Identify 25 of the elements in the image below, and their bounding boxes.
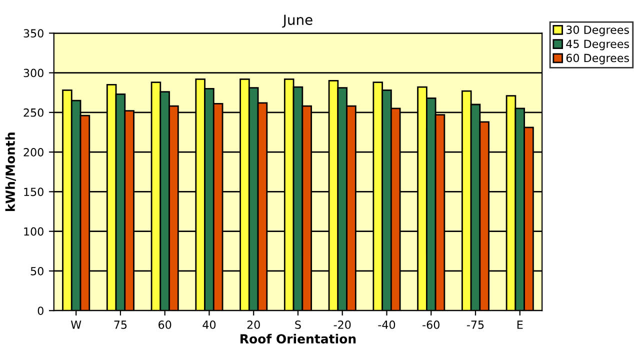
legend-label: 30 Degrees <box>566 26 629 36</box>
y-tick-label: 200 <box>24 148 44 156</box>
legend-label: 60 Degrees <box>566 54 629 64</box>
y-tick-label: 50 <box>30 266 44 276</box>
y-axis-title: kWh/Month <box>5 132 16 212</box>
y-tick-label: 350 <box>24 29 44 38</box>
x-tick-label: -75 <box>466 320 484 329</box>
y-tick-label: 100 <box>24 227 44 236</box>
y-tick-label: 300 <box>24 68 44 78</box>
x-tick-label: -40 <box>378 320 396 329</box>
x-tick-label: 75 <box>114 320 127 329</box>
x-tick-label: S <box>295 320 301 329</box>
y-tick-label: 0 <box>38 306 44 315</box>
legend-label: 45 Degrees <box>566 40 629 50</box>
x-tick-label: -20 <box>334 320 351 329</box>
x-tick-label: 20 <box>247 320 260 329</box>
chart-title: June <box>282 14 312 28</box>
x-tick-label: E <box>517 320 523 329</box>
x-tick-label: -60 <box>422 320 440 329</box>
x-tick-label: 40 <box>202 320 216 329</box>
x-tick-label: 60 <box>158 320 172 329</box>
y-tick-label: 250 <box>24 108 44 117</box>
y-tick-label: 150 <box>24 188 44 196</box>
x-axis-title: Roof Orientation <box>240 334 356 344</box>
x-tick-label: W <box>70 320 82 329</box>
